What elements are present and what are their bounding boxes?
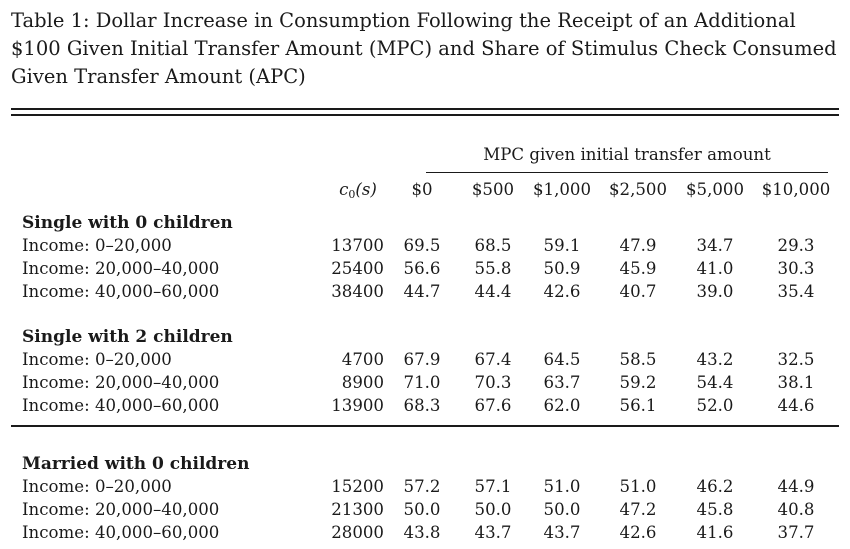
mpc-value-cell: 57.2 xyxy=(403,477,441,496)
group-header-rule xyxy=(426,172,828,173)
top-rule-lower xyxy=(11,114,839,116)
mpc-value-cell: 62.0 xyxy=(543,396,581,415)
mpc-value-cell: 50.0 xyxy=(543,500,581,519)
mpc-value-cell: 40.8 xyxy=(777,500,815,519)
c0-cell: 13700 xyxy=(331,236,384,255)
mpc-value-cell: 44.4 xyxy=(474,282,512,301)
mpc-value-cell: 46.2 xyxy=(696,477,734,496)
mpc-value-cell: 34.7 xyxy=(696,236,734,255)
row-label: Income: 0–20,000 xyxy=(22,350,172,369)
mpc-value-cell: 64.5 xyxy=(543,350,581,369)
mpc-value-cell: 69.5 xyxy=(403,236,441,255)
mpc-value-cell: 29.3 xyxy=(777,236,815,255)
mpc-column-header: $2,500 xyxy=(608,180,668,199)
mpc-value-cell: 71.0 xyxy=(403,373,441,392)
mpc-column-header: $1,000 xyxy=(532,180,592,199)
c0-cell: 13900 xyxy=(331,396,384,415)
mpc-value-cell: 37.7 xyxy=(777,523,815,542)
mpc-value-cell: 42.6 xyxy=(619,523,657,542)
c0-cell: 38400 xyxy=(331,282,384,301)
c0-cell: 28000 xyxy=(331,523,384,542)
mpc-column-header: $500 xyxy=(471,180,515,199)
mpc-value-cell: 45.9 xyxy=(619,259,657,278)
mpc-value-cell: 59.2 xyxy=(619,373,657,392)
c0-cell: 21300 xyxy=(331,500,384,519)
mpc-value-cell: 51.0 xyxy=(543,477,581,496)
mpc-value-cell: 45.8 xyxy=(696,500,734,519)
mpc-value-cell: 54.4 xyxy=(696,373,734,392)
mpc-value-cell: 50.0 xyxy=(474,500,512,519)
mpc-value-cell: 67.6 xyxy=(474,396,512,415)
mpc-value-cell: 51.0 xyxy=(619,477,657,496)
c0-rest: (s) xyxy=(355,180,377,199)
mpc-value-cell: 43.8 xyxy=(403,523,441,542)
row-label: Income: 40,000–60,000 xyxy=(22,396,220,415)
mpc-value-cell: 42.6 xyxy=(543,282,581,301)
mpc-value-cell: 47.2 xyxy=(619,500,657,519)
row-label: Income: 20,000–40,000 xyxy=(22,373,220,392)
row-label: Income: 20,000–40,000 xyxy=(22,259,220,278)
table-caption: Table 1: Dollar Increase in Consumption … xyxy=(11,7,839,91)
mpc-value-cell: 38.1 xyxy=(777,373,815,392)
c0-column-header: c0(s) xyxy=(330,180,386,205)
mpc-value-cell: 56.1 xyxy=(619,396,657,415)
mpc-value-cell: 50.0 xyxy=(403,500,441,519)
mpc-value-cell: 52.0 xyxy=(696,396,734,415)
section-title: Single with 0 children xyxy=(22,213,233,233)
mpc-value-cell: 59.1 xyxy=(543,236,581,255)
mpc-value-cell: 63.7 xyxy=(543,373,581,392)
row-label: Income: 40,000–60,000 xyxy=(22,282,220,301)
mpc-value-cell: 43.2 xyxy=(696,350,734,369)
mpc-value-cell: 35.4 xyxy=(777,282,815,301)
row-label: Income: 0–20,000 xyxy=(22,477,172,496)
mpc-value-cell: 68.3 xyxy=(403,396,441,415)
mpc-value-cell: 43.7 xyxy=(543,523,581,542)
mpc-value-cell: 43.7 xyxy=(474,523,512,542)
mpc-column-header: $5,000 xyxy=(685,180,745,199)
mpc-value-cell: 30.3 xyxy=(777,259,815,278)
c0-cell: 15200 xyxy=(331,477,384,496)
top-rule-upper xyxy=(11,108,839,110)
caption-line: Table 1: Dollar Increase in Consumption … xyxy=(11,9,796,32)
mpc-value-cell: 57.1 xyxy=(474,477,512,496)
row-label: Income: 20,000–40,000 xyxy=(22,500,220,519)
mpc-column-header: $10,000 xyxy=(761,180,831,199)
caption-line: $100 Given Initial Transfer Amount (MPC)… xyxy=(11,37,837,60)
mpc-value-cell: 44.6 xyxy=(777,396,815,415)
mpc-value-cell: 70.3 xyxy=(474,373,512,392)
row-label: Income: 40,000–60,000 xyxy=(22,523,220,542)
c0-base: c xyxy=(339,180,349,199)
section-title: Single with 2 children xyxy=(22,327,233,347)
c0-cell: 4700 xyxy=(341,350,384,369)
mpc-column-header: $0 xyxy=(411,180,433,199)
c0-cell: 25400 xyxy=(331,259,384,278)
mpc-value-cell: 40.7 xyxy=(619,282,657,301)
mpc-value-cell: 67.4 xyxy=(474,350,512,369)
c0-cell: 8900 xyxy=(341,373,384,392)
mpc-value-cell: 41.6 xyxy=(696,523,734,542)
caption-line: Given Transfer Amount (APC) xyxy=(11,65,306,88)
mpc-value-cell: 68.5 xyxy=(474,236,512,255)
mpc-value-cell: 67.9 xyxy=(403,350,441,369)
mpc-value-cell: 39.0 xyxy=(696,282,734,301)
row-label: Income: 0–20,000 xyxy=(22,236,172,255)
mpc-value-cell: 32.5 xyxy=(777,350,815,369)
mpc-value-cell: 56.6 xyxy=(403,259,441,278)
c0-subscript: 0 xyxy=(348,188,356,201)
mpc-value-cell: 55.8 xyxy=(474,259,512,278)
mpc-value-cell: 44.7 xyxy=(403,282,441,301)
mpc-value-cell: 50.9 xyxy=(543,259,581,278)
mpc-value-cell: 58.5 xyxy=(619,350,657,369)
mpc-value-cell: 44.9 xyxy=(777,477,815,496)
mpc-value-cell: 41.0 xyxy=(696,259,734,278)
section-divider-rule xyxy=(11,425,839,427)
mpc-value-cell: 47.9 xyxy=(619,236,657,255)
section-title: Married with 0 children xyxy=(22,454,250,474)
mpc-group-header: MPC given initial transfer amount xyxy=(483,145,771,164)
